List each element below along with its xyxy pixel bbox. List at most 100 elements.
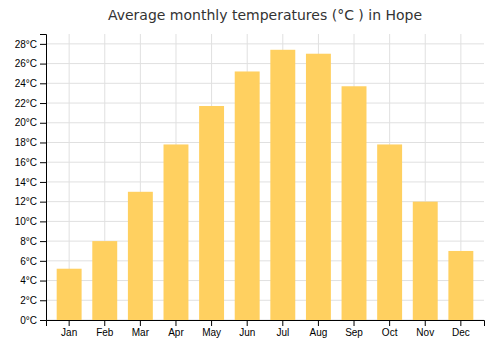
x-tick-label: Feb	[96, 327, 114, 338]
y-tick-label: 26°C	[15, 58, 37, 69]
x-tick-mark	[69, 320, 70, 326]
y-tick-mark	[40, 241, 46, 242]
y-tick: 18°C	[15, 137, 46, 148]
y-tick-mark	[40, 123, 46, 124]
bar	[413, 202, 438, 320]
y-grid-line	[46, 122, 484, 123]
y-grid-line	[46, 181, 484, 182]
bar	[92, 241, 117, 320]
y-tick: 6°C	[20, 256, 46, 267]
y-tick-mark	[40, 202, 46, 203]
x-tick-label: May	[202, 327, 221, 338]
y-tick: 12°C	[15, 196, 46, 207]
x-tick-mark	[460, 320, 461, 326]
y-grid-line	[46, 162, 484, 163]
y-tick: 24°C	[15, 78, 46, 89]
x-tick-mark	[140, 320, 141, 326]
bars	[57, 50, 474, 320]
x-tick: Jul	[276, 320, 289, 338]
x-tick: Aug	[310, 320, 328, 338]
y-tick-label: 14°C	[15, 177, 37, 188]
y-tick: 14°C	[15, 177, 46, 188]
y-tick-mark	[40, 64, 46, 65]
x-tick-mark	[247, 320, 248, 326]
x-tick-label: Sep	[345, 327, 363, 338]
y-tick-label: 2°C	[20, 295, 37, 306]
x-tick: May	[202, 320, 221, 338]
y-tick-label: 16°C	[15, 157, 37, 168]
y-tick-mark	[40, 83, 46, 84]
x-axis-line	[47, 321, 485, 327]
bar	[164, 144, 189, 320]
y-tick-label: 6°C	[20, 256, 37, 267]
x-tick-label: Jun	[239, 327, 255, 338]
x-tick: Feb	[96, 320, 114, 338]
x-tick: Jan	[61, 320, 77, 338]
x-tick-mark	[425, 320, 426, 326]
bar	[448, 251, 473, 320]
y-tick-mark	[40, 281, 46, 282]
y-tick-mark	[40, 103, 46, 104]
plot: 0°C 2°C 4°C 6°C 8°C 10°C 12°C 14°C 16°C 18°C 20°C 2…	[15, 34, 485, 338]
y-tick-mark	[40, 182, 46, 183]
y-tick-label: 12°C	[15, 196, 37, 207]
y-grid-line	[46, 142, 484, 143]
y-tick-label: 20°C	[15, 117, 37, 128]
y-grid-line	[46, 43, 484, 44]
y-tick-mark	[40, 300, 46, 301]
x-tick-mark	[318, 320, 319, 326]
y-tick: 16°C	[15, 157, 46, 168]
x-tick: Jun	[239, 320, 255, 338]
x-tick-label: Jan	[61, 327, 77, 338]
x-tick-mark	[104, 320, 105, 326]
y-tick: 0°C	[20, 315, 46, 326]
x-tick-label: Oct	[382, 327, 398, 338]
x-tick: Oct	[382, 320, 398, 338]
y-tick-mark	[40, 320, 46, 321]
x-tick: Sep	[345, 320, 363, 338]
y-grid-line	[46, 63, 484, 64]
chart: 0°C 2°C 4°C 6°C 8°C 10°C 12°C 14°C 16°C 18°C 20°C 2…	[0, 0, 500, 350]
y-tick: 8°C	[20, 236, 46, 247]
y-tick-label: 10°C	[15, 216, 37, 227]
bar	[57, 269, 82, 320]
y-tick: 10°C	[15, 216, 46, 227]
x-tick-label: Jul	[276, 327, 289, 338]
bar	[270, 50, 295, 320]
bar	[235, 71, 260, 320]
bar	[306, 54, 331, 320]
y-tick-label: 18°C	[15, 137, 37, 148]
y-tick-mark	[40, 142, 46, 143]
y-tick-mark	[40, 44, 46, 45]
x-tick: Mar	[132, 320, 150, 338]
y-axis-line	[40, 35, 47, 321]
x-tick: Dec	[452, 320, 470, 338]
bar	[377, 144, 402, 320]
bar	[128, 192, 153, 320]
grid	[46, 34, 484, 320]
y-tick-label: 8°C	[20, 236, 37, 247]
y-tick-mark	[40, 221, 46, 222]
y-grid-line	[46, 103, 484, 104]
x-tick: Nov	[416, 320, 434, 338]
y-tick-label: 4°C	[20, 275, 37, 286]
y-axis: 0°C 2°C 4°C 6°C 8°C 10°C 12°C 14°C 16°C 18°C 20°C 2…	[15, 35, 47, 326]
x-tick-label: Aug	[310, 327, 328, 338]
y-tick: 20°C	[15, 117, 46, 128]
y-tick-label: 28°C	[15, 39, 37, 50]
x-tick-label: Apr	[168, 327, 184, 338]
y-tick-label: 22°C	[15, 98, 37, 109]
y-tick: 22°C	[15, 98, 46, 109]
x-tick-mark	[211, 320, 212, 326]
x-tick-label: Dec	[452, 327, 470, 338]
x-tick: Apr	[168, 320, 184, 338]
x-axis: Jan Feb Mar Apr May Jun Jul Aug Sep Oct Nov Dec	[47, 320, 485, 338]
x-tick-mark	[175, 320, 176, 326]
y-tick-label: 24°C	[15, 78, 37, 89]
bar	[342, 86, 367, 320]
y-tick: 2°C	[20, 295, 46, 306]
y-grid-line	[46, 83, 484, 84]
x-tick-mark	[282, 320, 283, 326]
x-tick-label: Mar	[132, 327, 150, 338]
y-tick-mark	[40, 261, 46, 262]
